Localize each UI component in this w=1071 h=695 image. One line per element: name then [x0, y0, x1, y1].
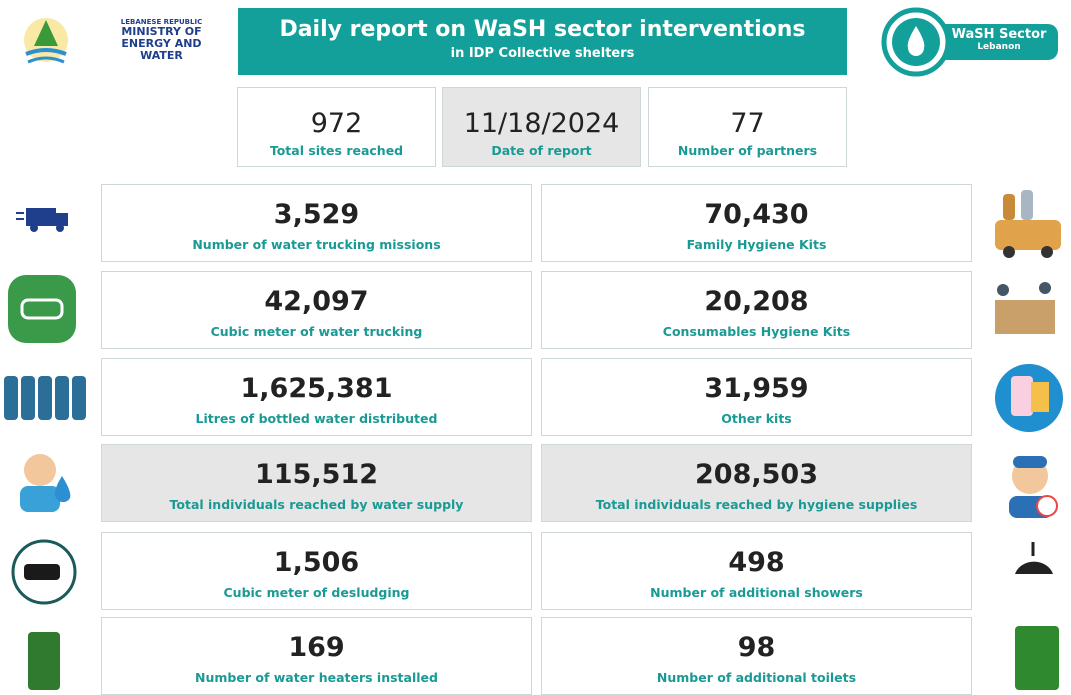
ministry-text: LEBANESE REPUBLIC MINISTRY OF ENERGY AND… [104, 18, 219, 62]
kpi-card: 169 Number of water heaters installed [101, 617, 532, 695]
kpi-card: 70,430 Family Hygiene Kits [541, 184, 972, 262]
kpi-label: Total individuals reached by water suppl… [102, 497, 531, 512]
kpi-value: 70,430 [542, 199, 971, 230]
subtitle: in IDP Collective shelters [238, 46, 847, 61]
kpi-card: 115,512 Total individuals reached by wate… [101, 444, 532, 522]
kpi-label: Number of partners [649, 143, 846, 158]
kpi-value: 498 [542, 547, 971, 578]
page: LEBANESE REPUBLIC MINISTRY OF ENERGY AND… [0, 0, 1071, 690]
title: Daily report on WaSH sector intervention… [238, 17, 847, 42]
title-banner: Daily report on WaSH sector intervention… [238, 8, 847, 75]
kpi-value: 1,506 [102, 547, 531, 578]
kpi-label: Total individuals reached by hygiene sup… [542, 497, 971, 512]
kpi-label: Number of additional toilets [542, 670, 971, 685]
kpi-label: Date of report [443, 143, 640, 158]
kpi-label: Consumables Hygiene Kits [542, 324, 971, 339]
kpi-value: 3,529 [102, 199, 531, 230]
ministry-logo [8, 6, 100, 74]
kpi-card: 208,503 Total individuals reached by hygi… [541, 444, 972, 522]
ministry-name: MINISTRY OF ENERGY AND WATER [104, 26, 219, 62]
right-icons [975, 180, 1071, 690]
kpi-card: 20,208 Consumables Hygiene Kits [541, 271, 972, 349]
kpi-value: 98 [542, 632, 971, 663]
kpi-label: Number of water trucking missions [102, 237, 531, 252]
kpi-card: 31,959 Other kits [541, 358, 972, 436]
kpi-card: 77 Number of partners [648, 87, 847, 167]
kpi-value: 208,503 [542, 459, 971, 490]
kpi-label: Number of water heaters installed [102, 670, 531, 685]
kpi-card: 498 Number of additional showers [541, 532, 972, 610]
kpi-card: 1,506 Cubic meter of desludging [101, 532, 532, 610]
sector-name: WaSH Sector [944, 27, 1054, 42]
kpi-card: 3,529 Number of water trucking missions [101, 184, 532, 262]
kpi-card: 1,625,381 Litres of bottled water distrib… [101, 358, 532, 436]
left-icons [0, 180, 100, 690]
kpi-card: 11/18/2024 Date of report [442, 87, 641, 167]
kpi-label: Family Hygiene Kits [542, 237, 971, 252]
kpi-label: Cubic meter of desludging [102, 585, 531, 600]
kpi-value: 972 [238, 108, 435, 139]
kpi-value: 42,097 [102, 286, 531, 317]
sector-text: WaSH Sector Lebanon [944, 27, 1054, 52]
kpi-label: Total sites reached [238, 143, 435, 158]
kpi-value: 1,625,381 [102, 373, 531, 404]
kpi-card: 972 Total sites reached [237, 87, 436, 167]
kpi-value: 115,512 [102, 459, 531, 490]
kpi-value: 11/18/2024 [443, 108, 640, 139]
kpi-label: Other kits [542, 411, 971, 426]
kpi-value: 169 [102, 632, 531, 663]
kpi-label: Number of additional showers [542, 585, 971, 600]
kpi-value: 20,208 [542, 286, 971, 317]
kpi-label: Cubic meter of water trucking [102, 324, 531, 339]
kpi-value: 31,959 [542, 373, 971, 404]
kpi-card: 42,097 Cubic meter of water trucking [101, 271, 532, 349]
kpi-label: Litres of bottled water distributed [102, 411, 531, 426]
sector-country: Lebanon [944, 42, 1054, 52]
kpi-value: 77 [649, 108, 846, 139]
kpi-card: 98 Number of additional toilets [541, 617, 972, 695]
